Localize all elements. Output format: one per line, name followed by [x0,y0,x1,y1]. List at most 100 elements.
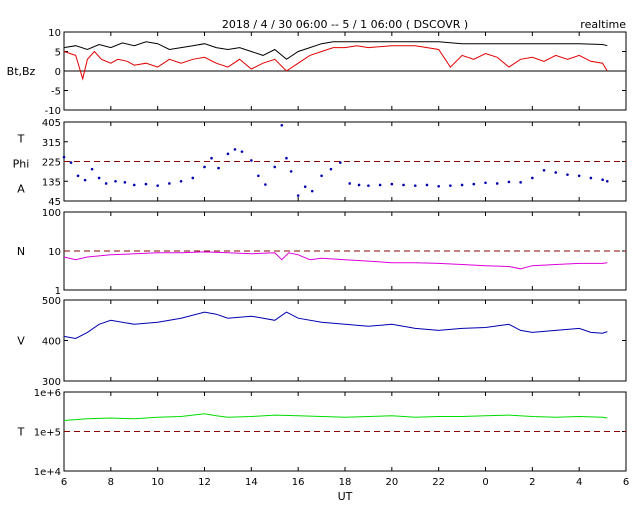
panel-temperature: 1e+4 1e+5 1e+6 T [17,388,627,478]
data-point-field-angle [285,156,288,160]
data-point-field-angle [577,174,581,178]
data-point-field-angle [203,165,206,169]
data-point-field-angle [250,159,253,162]
x-tick-label: 20 [385,477,398,488]
y-tick-label: 135 [42,177,61,188]
x-tick-label: 4 [576,477,582,488]
x-axis-label: UT [338,490,353,503]
y-axis-label: Bt,Bz [7,65,36,78]
series-line-velocity-0 [63,311,608,340]
data-point-field-angle [542,168,546,172]
series-line-temperature-0 [63,413,608,421]
data-point-field-angle [566,173,569,176]
data-point-field-angle [97,176,101,180]
data-point-field-angle [69,161,73,164]
x-tick-label: 14 [245,477,258,488]
data-point-field-angle [329,167,333,171]
x-tick-label: 6 [623,477,629,488]
y-tick-label: 1 [55,286,61,297]
y-tick-label: 10 [48,247,61,258]
data-point-field-angle [240,150,244,153]
y-tick-label: 500 [42,296,61,307]
data-point-field-angle [303,185,307,189]
data-point-field-angle [114,179,117,183]
data-point-field-angle [390,182,394,186]
data-point-field-angle [104,182,108,185]
data-point-field-angle [339,161,342,164]
y-axis-label: V [17,335,25,348]
panel-velocity: 300 400 500 V [17,296,627,388]
y-tick-label: 405 [42,118,61,129]
realtime-label: realtime [580,18,626,31]
panel-density: 1 10 100 N [17,208,627,297]
y-tick-label: 315 [42,138,61,149]
data-point-field-angle [62,155,66,159]
data-point-field-angle [179,179,183,183]
data-point-field-angle [168,182,171,185]
x-tick-label: 22 [432,477,445,488]
data-point-field-angle [605,179,609,183]
y-tick-label: 225 [42,158,61,169]
y-tick-label: 0 [55,67,61,78]
y-tick-label: 300 [42,377,61,388]
data-point-field-angle [257,174,260,178]
panel-frame [63,299,627,382]
y-axis-label: A [17,183,25,196]
chart-title: 2018 / 4 / 30 06:00 -- 5 / 1 06:00 ( DSC… [222,18,468,31]
data-point-field-angle [402,183,405,187]
data-point-field-angle [156,184,159,187]
data-point-field-angle [144,182,148,186]
data-point-field-angle [296,194,300,197]
y-axis-label: N [17,245,25,258]
data-point-field-angle [320,174,323,178]
y-tick-label: -10 [45,106,61,117]
data-point-field-angle [310,189,314,193]
data-point-field-angle [589,176,593,180]
y-tick-label: 5 [55,48,61,59]
data-point-field-angle [123,181,127,184]
data-point-field-angle [76,174,80,178]
x-tick-label: 18 [339,477,352,488]
data-point-field-angle [132,183,136,187]
data-point-field-angle [554,171,558,174]
data-point-field-angle [531,176,534,180]
x-tick-label: 2 [529,477,535,488]
y-tick-label: -5 [51,87,61,98]
data-point-field-angle [507,180,511,184]
y-tick-label: 400 [42,337,61,348]
series-line-magnetic-field-1 [63,45,608,81]
panel-magnetic-field: -10 -5 0 5 10 Bt,Bz [7,28,627,117]
y-tick-label: 100 [42,208,61,219]
data-point-field-angle [226,152,230,156]
data-point-field-angle [449,184,452,187]
x-tick-label: 16 [292,477,305,488]
data-point-field-angle [264,183,267,186]
data-point-field-angle [191,176,195,180]
data-point-field-angle [357,183,361,187]
data-point-field-angle [90,167,94,171]
y-axis-label: T [17,133,25,146]
x-tick-label: 8 [108,477,114,488]
data-point-field-angle [273,165,277,169]
x-tick-label: 12 [198,477,211,488]
data-point-field-angle [217,166,220,170]
data-point-field-angle [495,182,499,185]
y-tick-label: 1e+4 [34,467,61,478]
data-point-field-angle [367,184,370,187]
y-axis-label: Phi [13,158,30,171]
panels-group: -10-50510Bt,Bz45135225315405TPhiA110100N… [7,28,630,488]
data-point-field-angle [472,182,476,186]
data-point-field-angle [280,123,284,127]
data-point-field-angle [378,183,382,187]
y-tick-label: 1e+5 [34,428,61,439]
data-point-field-angle [460,183,464,187]
y-axis-label: T [17,426,25,439]
data-point-field-angle [413,184,417,187]
series-line-magnetic-field-0 [63,41,608,60]
series-line-density-0 [63,251,608,270]
data-point-field-angle [83,178,87,182]
data-point-field-angle [437,184,440,188]
x-tick-label: 6 [61,477,67,488]
panel-field-angle: 45 135 225 315 405 T Phi A [13,118,627,208]
